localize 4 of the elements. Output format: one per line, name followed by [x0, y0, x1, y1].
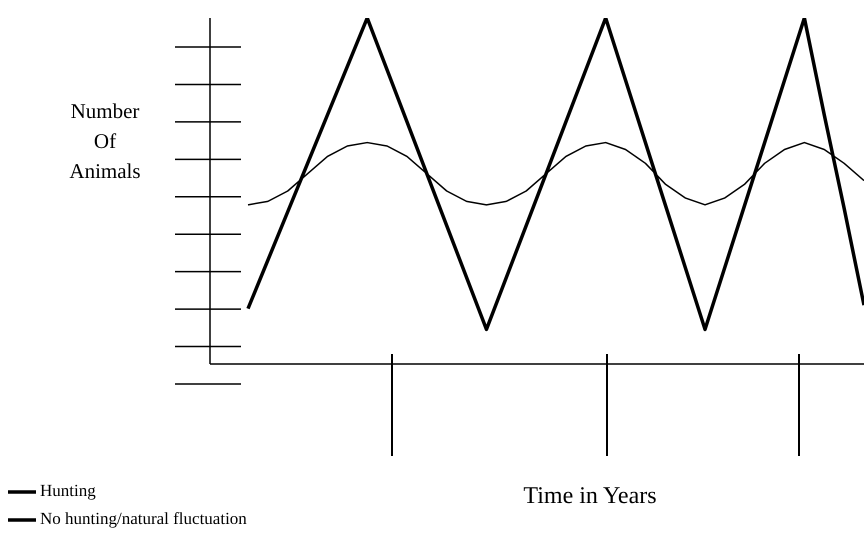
legend-label: No hunting/natural fluctuation — [40, 508, 247, 528]
x-axis-title: Time in Years — [522, 483, 658, 510]
y-axis-title: Number Of Animals — [68, 98, 142, 185]
legend-label: Hunting — [40, 480, 96, 500]
